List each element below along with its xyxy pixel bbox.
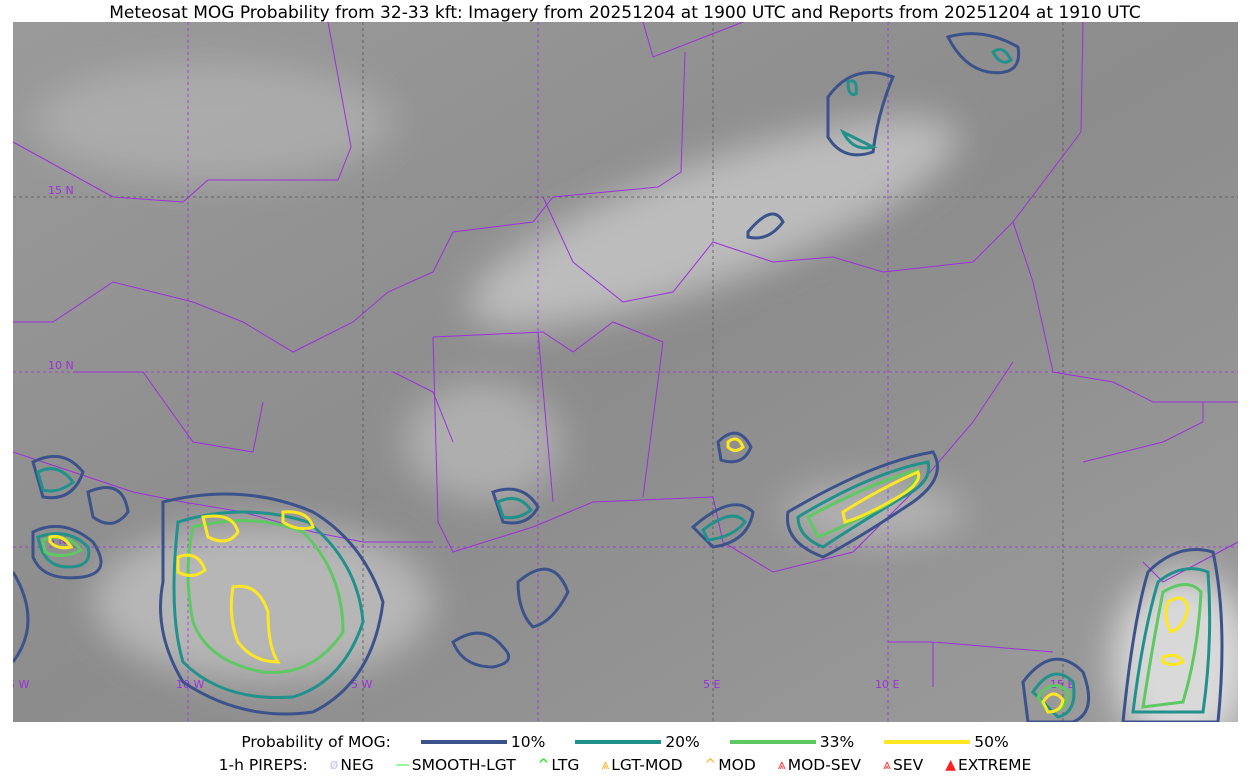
longitude-labels: 15 W 10 W 5 W 5 E 10 E 15 E	[13, 678, 1074, 691]
pirep-mod-sev: MOD-SEV	[787, 756, 862, 774]
legend-swatch-20	[575, 740, 662, 744]
contours-10pct	[13, 32, 1224, 722]
contours-20pct	[36, 47, 1212, 719]
lat-label-10n: 10 N	[48, 359, 74, 372]
lon-label-15e: 15 E	[1050, 678, 1074, 691]
lon-label-5e: 5 E	[703, 678, 720, 691]
pirep-legend-label: 1-h PIREPS:	[218, 756, 308, 774]
legend-level-33: 33%	[819, 733, 855, 751]
pirep-extreme: EXTREME	[957, 756, 1032, 774]
pirep-sev: SEV	[892, 756, 924, 774]
pirep-ltg: LTG	[551, 756, 580, 774]
legend-level-50: 50%	[974, 733, 1009, 751]
neg-icon: ø	[329, 757, 339, 773]
mod-sev-icon: ⩓	[777, 757, 786, 773]
mod-icon: ^	[704, 757, 717, 773]
satellite-map: 15 N 10 N 5 N 15 W 10 W 5 W 5 E 10 E 15 …	[13, 22, 1238, 722]
pirep-legend: 1-h PIREPS: ø NEG — SMOOTH-LGT ^ LTG ⩓ LGT-M…	[0, 756, 1250, 774]
pirep-smooth-lgt: SMOOTH-LGT	[411, 756, 516, 774]
contours-33pct	[41, 468, 1203, 714]
lgt-mod-icon: ⩓	[601, 757, 610, 773]
legend-swatch-33	[729, 740, 816, 744]
legend-swatch-10	[420, 740, 507, 744]
legend-level-10: 10%	[510, 733, 546, 751]
probability-legend: Probability of MOG: 10% 20% 33% 50%	[0, 733, 1250, 751]
grid-lines	[13, 22, 1238, 722]
pirep-lgt-mod: LGT-MOD	[611, 756, 683, 774]
smooth-lgt-icon: —	[395, 757, 410, 773]
pirep-neg: NEG	[340, 756, 374, 774]
extreme-icon: ▲	[945, 757, 956, 773]
contours-50pct	[48, 437, 1190, 714]
lon-label-15w: 15 W	[13, 678, 29, 691]
sev-icon: ⩓	[883, 757, 891, 773]
map-title: Meteosat MOG Probability from 32-33 kft:…	[109, 3, 1141, 23]
probability-legend-label: Probability of MOG:	[241, 733, 391, 751]
legend-swatch-50	[884, 740, 971, 744]
legend-level-20: 20%	[665, 733, 700, 751]
ltg-icon: ^	[537, 757, 550, 773]
lat-label-15n: 15 N	[48, 184, 74, 197]
pirep-mod: MOD	[718, 756, 756, 774]
lon-label-5w: 5 W	[351, 678, 372, 691]
lon-label-10e: 10 E	[875, 678, 899, 691]
